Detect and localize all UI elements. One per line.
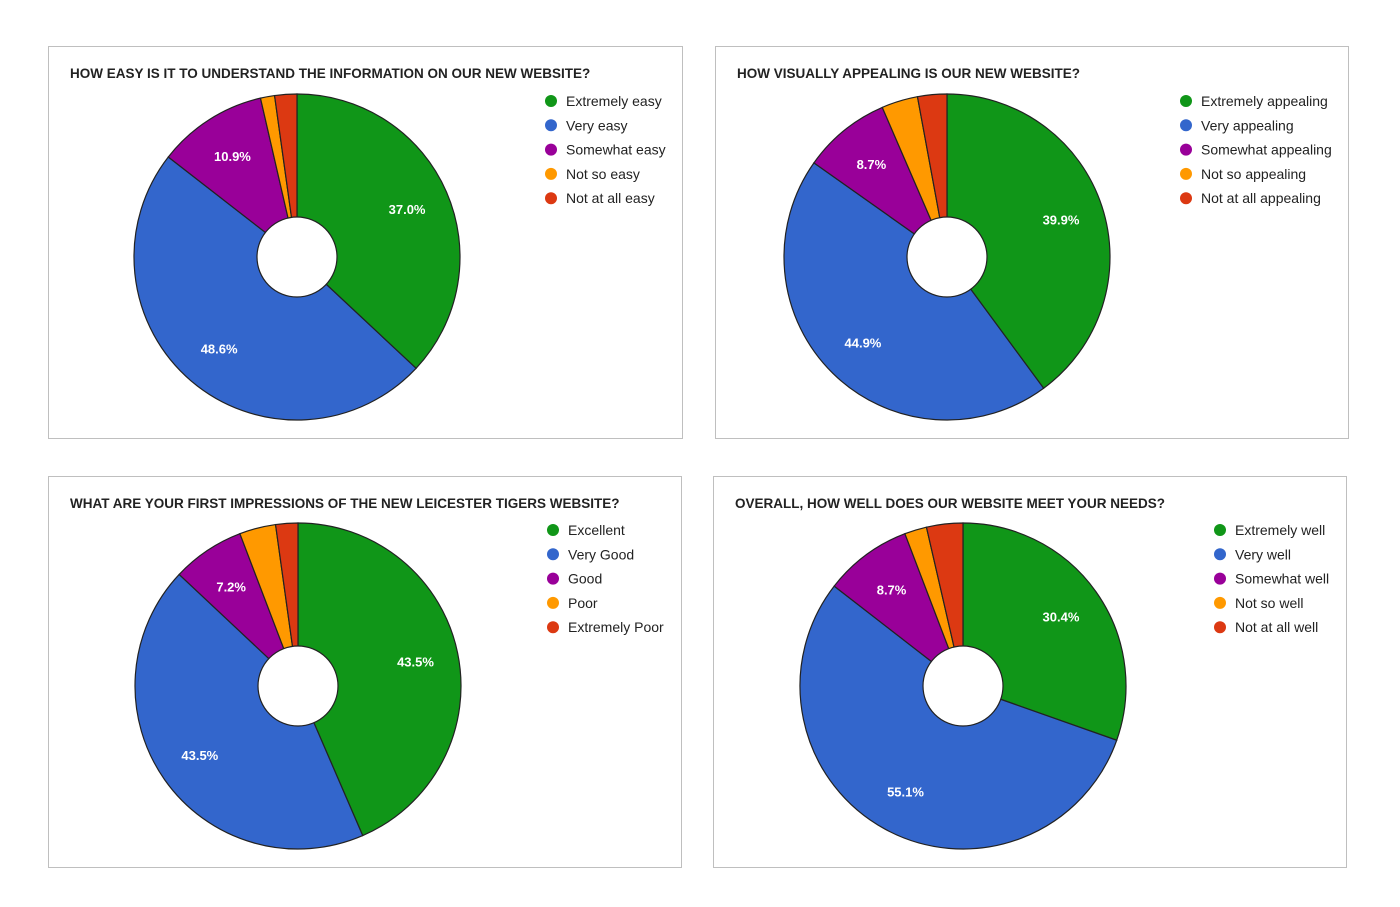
legend-marker — [1180, 192, 1192, 205]
legend-label: Extremely appealing — [1201, 93, 1328, 109]
slice-label: 55.1% — [887, 784, 924, 799]
pie-slice-1[interactable] — [946, 93, 1111, 390]
slice-label: 48.6% — [201, 341, 238, 356]
pie-slice-1[interactable] — [962, 522, 1127, 742]
legend-label: Not at all easy — [566, 190, 655, 206]
slice-label: 8.7% — [877, 583, 907, 598]
pie-chart-3: 43.5% 43.5% 7.2% Excellent Very Good Good Poor… — [134, 522, 664, 850]
legend-marker — [545, 143, 557, 156]
legend-label: Not so appealing — [1201, 166, 1306, 182]
slice-label: 30.4% — [1043, 610, 1080, 625]
legend-label: Somewhat well — [1235, 571, 1329, 587]
legend-label: Extremely Poor — [568, 619, 664, 635]
slice-label: 8.7% — [857, 157, 887, 172]
chart-panel-1: 37.0% 48.6% 10.9% Extremely easy Very easy So… — [48, 46, 683, 439]
legend-label: Not at all appealing — [1201, 190, 1321, 206]
legend-label: Good — [568, 571, 602, 587]
pie-slice-1[interactable] — [296, 93, 461, 370]
slice-label: 10.9% — [214, 149, 251, 164]
legend-marker — [1180, 119, 1192, 132]
chart-title-1: HOW EASY IS IT TO UNDERSTAND THE INFORMA… — [70, 66, 591, 81]
legend-marker — [545, 167, 557, 180]
legend-marker — [545, 119, 557, 132]
pie-slice-3[interactable] — [813, 106, 949, 259]
slice-label: 37.0% — [389, 202, 426, 217]
chart-title-3: WHAT ARE YOUR FIRST IMPRESSIONS OF THE N… — [70, 496, 620, 511]
pie-slice-3[interactable] — [833, 532, 965, 688]
chart-panel-3: 43.5% 43.5% 7.2% Excellent Very Good Good Poor… — [48, 476, 682, 868]
pie-slice-1[interactable] — [297, 522, 462, 837]
pie-chart-1: 37.0% 48.6% 10.9% Extremely easy Very easy So… — [133, 93, 666, 421]
legend-label: Not so easy — [566, 166, 640, 182]
legend-marker — [1180, 143, 1192, 156]
legend-label: Extremely easy — [566, 93, 662, 109]
pie-slice-5[interactable] — [273, 93, 298, 258]
pie-slice-5[interactable] — [916, 93, 948, 258]
legend-marker — [1214, 548, 1226, 561]
donut-hole — [257, 645, 339, 727]
legend-marker — [547, 548, 559, 561]
legend-label: Very well — [1235, 546, 1291, 562]
legend-marker — [545, 95, 557, 107]
legend-marker — [547, 621, 559, 634]
legend-marker — [1214, 621, 1226, 634]
legend-label: Poor — [568, 595, 598, 611]
legend-label: Extremely well — [1235, 522, 1325, 538]
legend-marker — [1214, 572, 1226, 585]
chart-title-2: HOW VISUALLY APPEALING IS OUR NEW WEBSIT… — [737, 66, 1081, 81]
legend-label: Somewhat easy — [566, 142, 666, 158]
slice-label: 44.9% — [845, 336, 882, 351]
pie-slice-5[interactable] — [925, 522, 964, 687]
legend-label: Excellent — [568, 522, 625, 538]
chart-panel-4: 30.4% 55.1% 8.7% Extremely well Very well Som… — [713, 476, 1347, 868]
donut-hole — [256, 216, 338, 298]
pie-chart-2: 39.9% 44.9% 8.7% Extremely appealing Very ap… — [783, 93, 1332, 421]
legend-marker — [547, 524, 559, 536]
legend-label: Very Good — [568, 546, 634, 562]
legend-marker — [1180, 95, 1192, 107]
donut-hole — [922, 645, 1004, 727]
pie-slice-5[interactable] — [274, 522, 299, 687]
donut-hole — [906, 216, 988, 298]
slice-label: 39.9% — [1043, 213, 1080, 228]
legend-marker — [547, 596, 559, 609]
legend-marker — [545, 192, 557, 205]
legend-marker — [547, 572, 559, 585]
legend-label: Very appealing — [1201, 117, 1294, 133]
chart-title-4: OVERALL, HOW WELL DOES OUR WEBSITE MEET … — [735, 496, 1166, 511]
legend-marker — [1214, 596, 1226, 609]
slice-label: 43.5% — [397, 655, 434, 670]
pie-chart-4: 30.4% 55.1% 8.7% Extremely well Very well Som… — [799, 522, 1329, 850]
legend-label: Not so well — [1235, 595, 1303, 611]
legend-label: Very easy — [566, 117, 627, 133]
legend-label: Somewhat appealing — [1201, 142, 1332, 158]
legend-label: Not at all well — [1235, 619, 1318, 635]
chart-panel-2: 39.9% 44.9% 8.7% Extremely appealing Very ap… — [715, 46, 1349, 439]
legend-marker — [1180, 167, 1192, 180]
pie-slice-2[interactable] — [134, 573, 364, 850]
slice-label: 43.5% — [181, 748, 218, 763]
slice-label: 7.2% — [216, 579, 246, 594]
legend-marker — [1214, 524, 1226, 536]
pie-slice-3[interactable] — [167, 97, 298, 259]
pie-slice-2[interactable] — [783, 162, 1045, 421]
